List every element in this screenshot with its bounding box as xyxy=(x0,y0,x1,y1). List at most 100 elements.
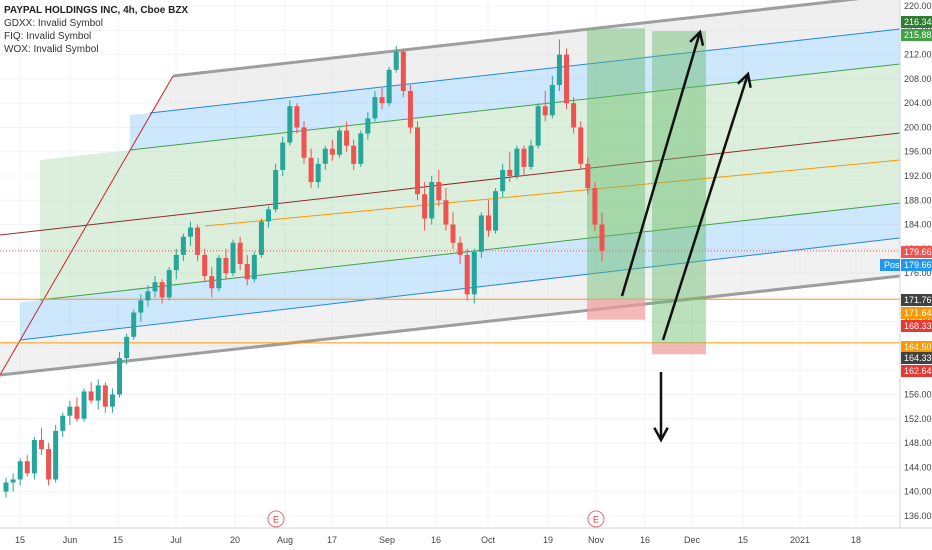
price-tick-label: 144.00 xyxy=(904,462,932,472)
time-axis[interactable]: 15 Jun 15 Jul 20 Aug 17 Sep 16 Oct 19 Nov 16 Dec 15 202… xyxy=(0,527,932,550)
price-tag-label: 171.64 xyxy=(904,308,932,318)
candle-body xyxy=(351,145,357,164)
candle-body xyxy=(202,254,208,277)
candle-body xyxy=(556,54,562,85)
position-target-zone xyxy=(652,31,706,344)
price-tick-label: 156.00 xyxy=(904,389,932,399)
zone-gray-upper xyxy=(150,0,900,113)
candle-body xyxy=(187,227,193,237)
candle-body xyxy=(415,127,421,195)
channel-blue-top xyxy=(149,28,901,114)
candle-body xyxy=(294,106,300,128)
candle-body xyxy=(166,270,172,298)
time-tick-label: 15 xyxy=(15,535,25,545)
candle-body xyxy=(514,148,520,176)
position-stop-zone xyxy=(652,343,706,355)
price-tag-bg xyxy=(901,307,932,319)
price-tag-label: 168.33 xyxy=(904,321,932,331)
candle-body xyxy=(500,169,506,192)
channel-median xyxy=(0,132,901,236)
candle-body xyxy=(358,133,364,164)
zone-gray-lower xyxy=(0,238,900,375)
price-tick-label: 176.00 xyxy=(904,268,932,278)
candle-body xyxy=(60,415,66,431)
candle-body xyxy=(287,106,293,143)
candle-body xyxy=(542,106,548,116)
candle-body xyxy=(173,254,179,271)
price-tag-label: 171.76 xyxy=(904,295,932,305)
price-axis[interactable]: 136.00140.00144.00148.00152.00156.00160.… xyxy=(880,0,932,528)
candle-body xyxy=(386,69,392,104)
candle-body xyxy=(549,84,555,116)
candle-body xyxy=(372,97,378,119)
candle-body xyxy=(450,224,456,243)
price-tag-bg xyxy=(901,341,932,353)
candle-body xyxy=(244,264,250,280)
earnings-marker-label: E xyxy=(273,515,279,525)
time-tick-label: Dec xyxy=(684,535,701,545)
annotation-arrows xyxy=(620,29,752,443)
price-tag-label: 164.33 xyxy=(904,353,932,363)
price-tick-label: 192.00 xyxy=(904,171,932,181)
price-tag-prefix: Post xyxy=(884,260,903,270)
candle-body xyxy=(124,336,130,359)
candle-body xyxy=(429,182,435,219)
candle-body xyxy=(564,54,570,104)
candle-body xyxy=(38,440,44,450)
earnings-marker-label: E xyxy=(593,515,599,525)
price-tick-label: 188.00 xyxy=(904,195,932,205)
price-tick-label: 220.00 xyxy=(904,1,932,11)
arrow-up-1-head xyxy=(689,29,705,46)
candle-body xyxy=(152,282,158,292)
candle-body xyxy=(571,103,577,128)
time-tick-label: 16 xyxy=(431,535,441,545)
legend-line-2: FIQ: Invalid Symbol xyxy=(4,31,92,42)
candle-body xyxy=(599,224,605,251)
candle-body xyxy=(521,148,527,167)
candle-body xyxy=(53,430,59,480)
candle-body xyxy=(3,482,9,492)
time-tick-label: Oct xyxy=(481,535,496,545)
arrow-up-2-head xyxy=(737,71,752,88)
candle-body xyxy=(507,169,513,176)
time-tick-label: Jun xyxy=(63,535,78,545)
candle-body xyxy=(209,276,215,289)
candle-body xyxy=(379,97,385,104)
candle-body xyxy=(493,191,499,231)
time-tick-label: Jul xyxy=(170,535,182,545)
price-tag-bg xyxy=(901,246,932,258)
time-tick-label: 18 xyxy=(851,535,861,545)
pitchfork-handle xyxy=(0,75,174,376)
candle-body xyxy=(329,148,335,155)
price-tag-bg xyxy=(901,365,932,377)
candle-body xyxy=(159,282,165,298)
channel-green-bottom xyxy=(39,202,901,301)
price-tag-label: 179.66 xyxy=(904,260,932,270)
zone-blue-lower xyxy=(20,203,900,340)
channel-lower-edge xyxy=(0,274,901,377)
price-tag-label: 162.64 xyxy=(904,366,932,376)
candle-body xyxy=(464,254,470,295)
candle-body xyxy=(407,91,413,128)
candle-body xyxy=(336,130,342,155)
price-tag-label: 164.50 xyxy=(904,342,932,352)
chart-grid xyxy=(0,0,900,528)
price-tick-label: 152.00 xyxy=(904,414,932,424)
candle-body xyxy=(315,163,321,183)
price-tag-label: 179.66 xyxy=(904,247,932,257)
candle-body xyxy=(457,242,463,255)
time-axis-bg xyxy=(0,528,932,550)
position-boxes xyxy=(587,28,706,355)
candle-body xyxy=(400,51,406,92)
candle-body xyxy=(422,194,428,219)
price-tick-label: 200.00 xyxy=(904,122,932,132)
candle-body xyxy=(585,163,591,189)
candle-body xyxy=(478,215,484,252)
price-tick-label: 148.00 xyxy=(904,438,932,448)
candle-body xyxy=(46,449,52,480)
candle-body xyxy=(266,209,272,222)
time-tick-label: 2021 xyxy=(790,535,810,545)
candle-body xyxy=(223,257,229,274)
time-tick-label: 16 xyxy=(640,535,650,545)
price-tick-label: 204.00 xyxy=(904,98,932,108)
